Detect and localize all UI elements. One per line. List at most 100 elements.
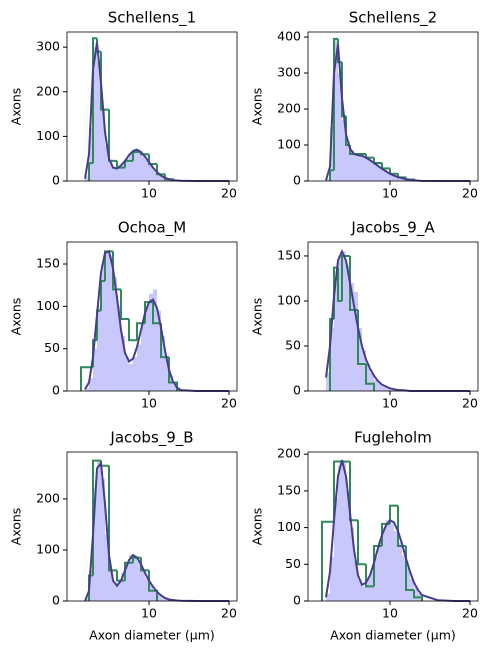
hist-bar [165,357,169,391]
y-axis-label: Axons [9,508,24,546]
y-tick-label: 400 [277,29,301,44]
hist-bar [382,386,386,391]
hist-bar [113,583,117,601]
hist-bar [105,251,109,391]
step-segment [349,461,358,522]
hist-bar [153,169,157,181]
hist-bar [109,255,113,391]
hist-bar [161,335,165,391]
y-tick-label: 50 [44,340,60,355]
y-tick-label: 300 [36,39,60,54]
x-tick-label: 10 [141,186,157,201]
x-tick-label: 10 [382,396,398,411]
step-segment [337,267,342,302]
y-tick-label: 150 [277,247,301,262]
step-segment [108,465,117,572]
hist-bar [350,150,354,181]
step-segment [128,319,137,342]
x-tick-label: 20 [462,186,478,201]
hist-bar [109,570,113,601]
y-tick-label: 150 [36,256,60,271]
hist-bar [161,597,165,601]
hist-bar [137,561,141,601]
hist-bar [358,580,362,601]
hist-bar [157,174,161,181]
y-tick-label: 100 [36,541,60,556]
subplot-title: Ochoa_M [118,219,186,238]
hist-bar [402,555,406,601]
hist-bar [386,388,390,391]
hist-bar [362,586,366,601]
axes-frame [307,451,479,602]
hist-bar [350,282,354,391]
hist-bar [113,276,117,391]
y-axis-label: Axons [9,298,24,336]
step-segment [152,302,161,325]
hist-bar [378,383,382,391]
axes-frame [66,241,238,392]
subplot-title: Schellens_1 [108,9,196,28]
y-tick-label: 0 [52,383,60,398]
y-tick-label: 100 [36,128,60,143]
y-axis-label: Axons [250,298,265,336]
step-segment [389,504,398,524]
step-segment [333,37,338,171]
hist-bar [125,562,129,601]
hist-bar [386,520,390,601]
step-segment [321,520,334,601]
fit-curve [84,42,229,182]
hist-bar [145,159,149,181]
hist-bar [145,306,149,391]
x-tick-label: 10 [382,186,398,201]
fit-curve [84,460,229,602]
hist-bar [101,109,105,181]
hist-bar [117,167,121,181]
step-segment [108,109,117,162]
y-tick-label: 300 [277,65,301,80]
hist-bar [330,327,334,391]
hist-bar [374,556,378,601]
step-segment [116,570,125,582]
hist-bar [89,127,93,181]
axes-frame [66,31,238,182]
hist-bar [137,344,141,391]
hist-bar [394,175,398,181]
x-tick-label: 20 [462,606,478,621]
y-tick-label: 50 [285,556,301,571]
step-segment [104,250,113,281]
y-tick-label: 0 [293,173,301,188]
hist-bar [133,148,137,181]
y-tick-label: 200 [36,490,60,505]
hist-bar [109,163,113,181]
hist-bar [354,291,358,391]
hist-bar [338,73,342,181]
step-segment [100,460,109,467]
hist-bar [374,380,378,391]
hist-bar [137,150,141,181]
hist-bar [398,542,402,601]
step-segment [397,505,406,547]
y-tick-label: 0 [293,593,301,608]
hist-bar [366,158,370,181]
step-segment [381,163,390,170]
fit-curve [325,459,470,602]
hist-bar [129,153,133,181]
y-tick-label: 150 [277,482,301,497]
x-tick-label: 10 [141,606,157,621]
subplot-title: Jacobs_9_B [109,429,193,448]
hist-bar [346,141,350,181]
hist-bar [89,570,93,601]
y-tick-label: 0 [52,593,60,608]
hist-bar [133,357,137,391]
step-segment [365,363,375,391]
hist-bar [398,177,402,181]
hist-bar [382,527,386,601]
step-segment [92,37,97,164]
x-axis-label: Axon diameter (µm) [89,628,215,643]
subplot-title: Fugleholm [354,429,432,447]
hist-bar [121,163,125,181]
hist-bar [133,556,137,601]
hist-bar [370,161,374,181]
hist-bar [97,306,101,391]
